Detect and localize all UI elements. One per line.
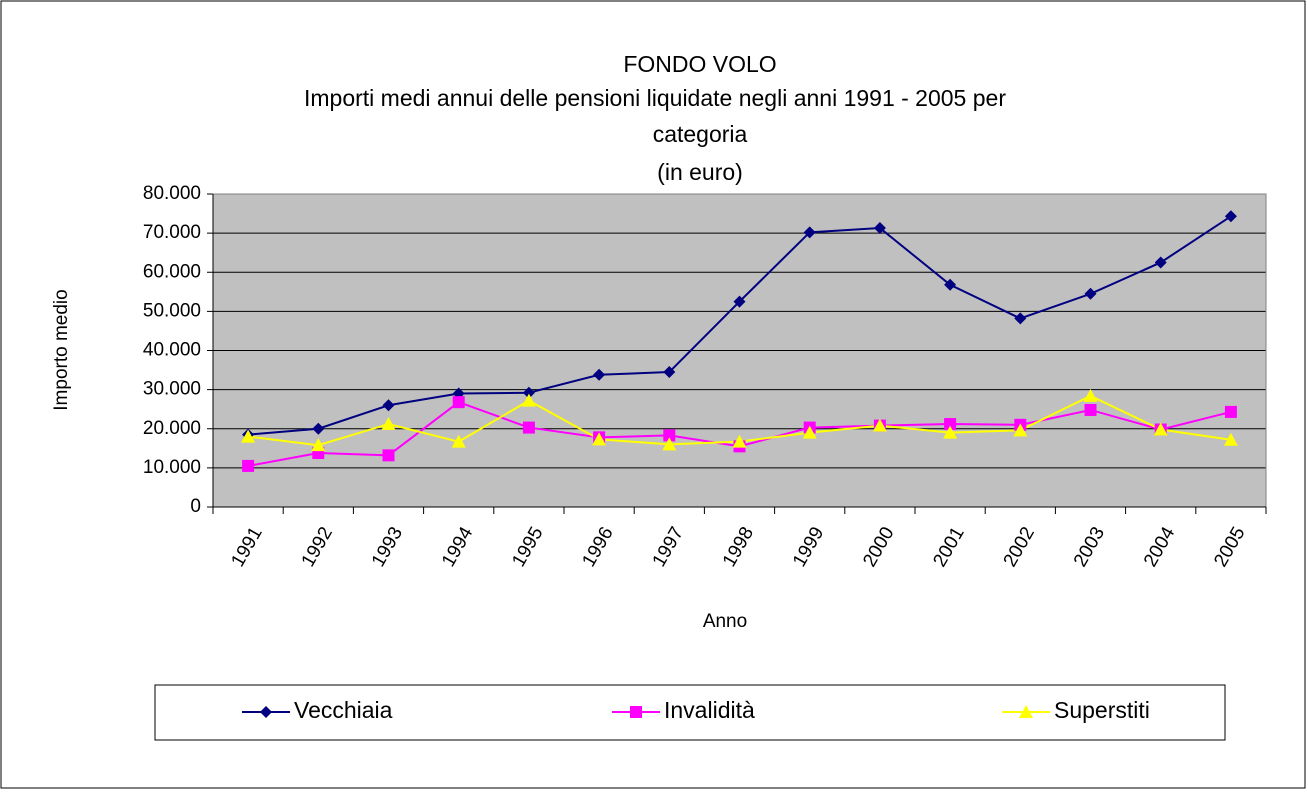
data-point (1224, 210, 1237, 223)
data-point (312, 422, 325, 435)
y-tick-label: 40.000 (143, 340, 201, 361)
data-point (1154, 256, 1167, 269)
data-point (593, 368, 606, 381)
data-point (1014, 312, 1027, 325)
data-point (1084, 287, 1097, 300)
data-point (872, 418, 887, 432)
y-tick-label: 10.000 (143, 457, 201, 478)
data-point (1013, 423, 1028, 437)
data-point (522, 421, 535, 434)
data-point (943, 425, 958, 439)
data-point (242, 459, 255, 472)
legend-marker (1019, 705, 1033, 718)
data-point (1223, 432, 1238, 446)
legend-label: Vecchiaia (294, 697, 393, 723)
y-tick-label: 70.000 (143, 222, 201, 243)
legend-label: Invalidità (664, 697, 755, 723)
y-tick-label: 0 (190, 496, 201, 517)
data-point (592, 432, 607, 446)
data-point (802, 425, 817, 439)
legend-marker (630, 706, 642, 718)
y-axis-label: Importo medio (51, 289, 72, 410)
chart-subtitle: categoria (653, 121, 748, 147)
y-tick-label: 20.000 (143, 418, 201, 439)
data-point (663, 429, 676, 442)
chart-title: FONDO VOLO (623, 51, 776, 77)
y-tick-label: 50.000 (143, 300, 201, 321)
data-point (382, 399, 395, 412)
data-point (803, 226, 816, 239)
data-point (451, 434, 466, 448)
data-point (733, 295, 746, 308)
data-point (663, 366, 676, 379)
legend-marker (260, 706, 272, 718)
y-tick-label: 30.000 (143, 379, 201, 400)
data-point (1083, 388, 1098, 402)
legend-label: Superstiti (1054, 697, 1150, 723)
chart-subtitle: Importi medi annui delle pensioni liquid… (304, 85, 1006, 111)
data-point (1153, 422, 1168, 436)
data-point (944, 418, 957, 431)
data-point (944, 278, 957, 291)
data-point (873, 222, 886, 235)
data-point (452, 396, 465, 409)
data-point (521, 393, 536, 407)
data-point (1224, 405, 1237, 418)
data-point (241, 429, 256, 443)
data-point (311, 438, 326, 452)
data-point (382, 449, 395, 462)
data-point (662, 437, 677, 451)
data-point (522, 386, 535, 399)
data-point (1084, 403, 1097, 416)
data-point (732, 434, 747, 448)
y-tick-label: 80.000 (143, 183, 201, 204)
chart-subtitle: (in euro) (657, 159, 743, 185)
data-point (381, 417, 396, 431)
x-axis-label: Anno (703, 611, 747, 632)
y-tick-label: 60.000 (143, 261, 201, 282)
